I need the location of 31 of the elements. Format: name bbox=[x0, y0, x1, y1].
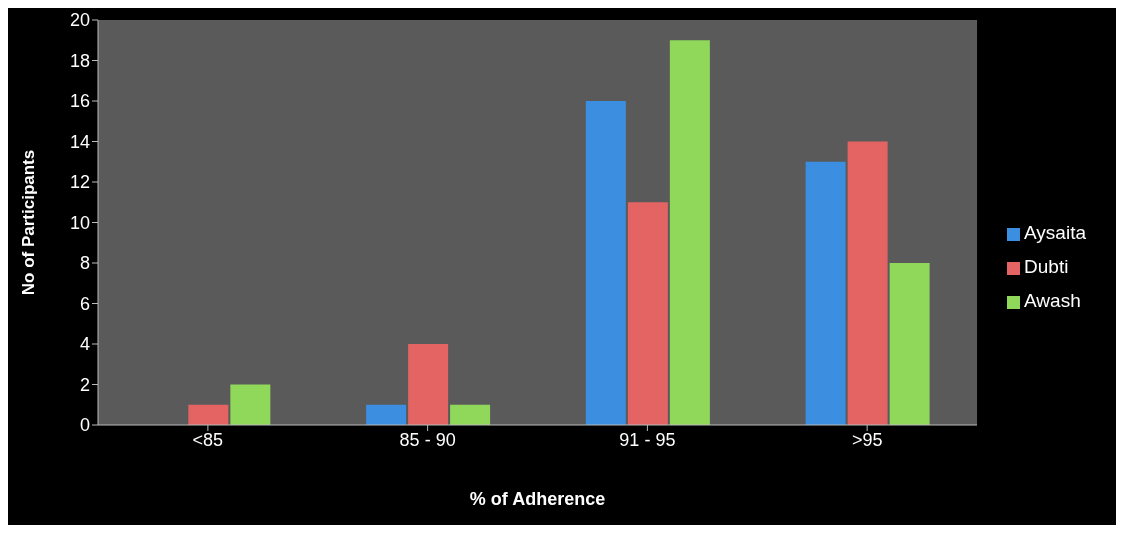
bar bbox=[585, 101, 626, 425]
bar bbox=[408, 344, 449, 425]
x-axis-title: % of Adherence bbox=[469, 489, 606, 509]
bar bbox=[188, 404, 229, 425]
y-tick-label: 16 bbox=[69, 91, 90, 112]
y-tick-label: 0 bbox=[79, 415, 90, 436]
y-tick-label: 12 bbox=[69, 172, 90, 193]
y-tick-label: 6 bbox=[79, 293, 90, 314]
y-tick-label: 18 bbox=[69, 50, 90, 71]
y-tick-label: 4 bbox=[79, 334, 90, 355]
x-tick-label: <85 bbox=[192, 429, 224, 450]
bar bbox=[450, 404, 491, 425]
legend-label: Aysaita bbox=[1024, 221, 1086, 243]
x-tick-label: 85 - 90 bbox=[399, 429, 456, 450]
y-tick-label: 2 bbox=[79, 374, 90, 395]
y-tick-label: 14 bbox=[69, 131, 90, 152]
x-tick-label: >95 bbox=[851, 429, 883, 450]
y-tick-label: 10 bbox=[69, 212, 90, 233]
bar bbox=[366, 404, 407, 425]
legend-label: Dubti bbox=[1024, 255, 1069, 277]
bar bbox=[889, 263, 930, 425]
bar bbox=[847, 141, 888, 425]
y-tick-label: 20 bbox=[69, 10, 90, 31]
bar bbox=[805, 161, 846, 425]
bar bbox=[627, 202, 668, 425]
x-tick-label: 91 - 95 bbox=[619, 429, 676, 450]
bar bbox=[230, 384, 271, 425]
legend-label: Awash bbox=[1024, 289, 1081, 311]
bar bbox=[669, 40, 710, 425]
y-axis-title: No of Participants bbox=[19, 149, 39, 296]
y-tick-label: 8 bbox=[79, 253, 90, 274]
